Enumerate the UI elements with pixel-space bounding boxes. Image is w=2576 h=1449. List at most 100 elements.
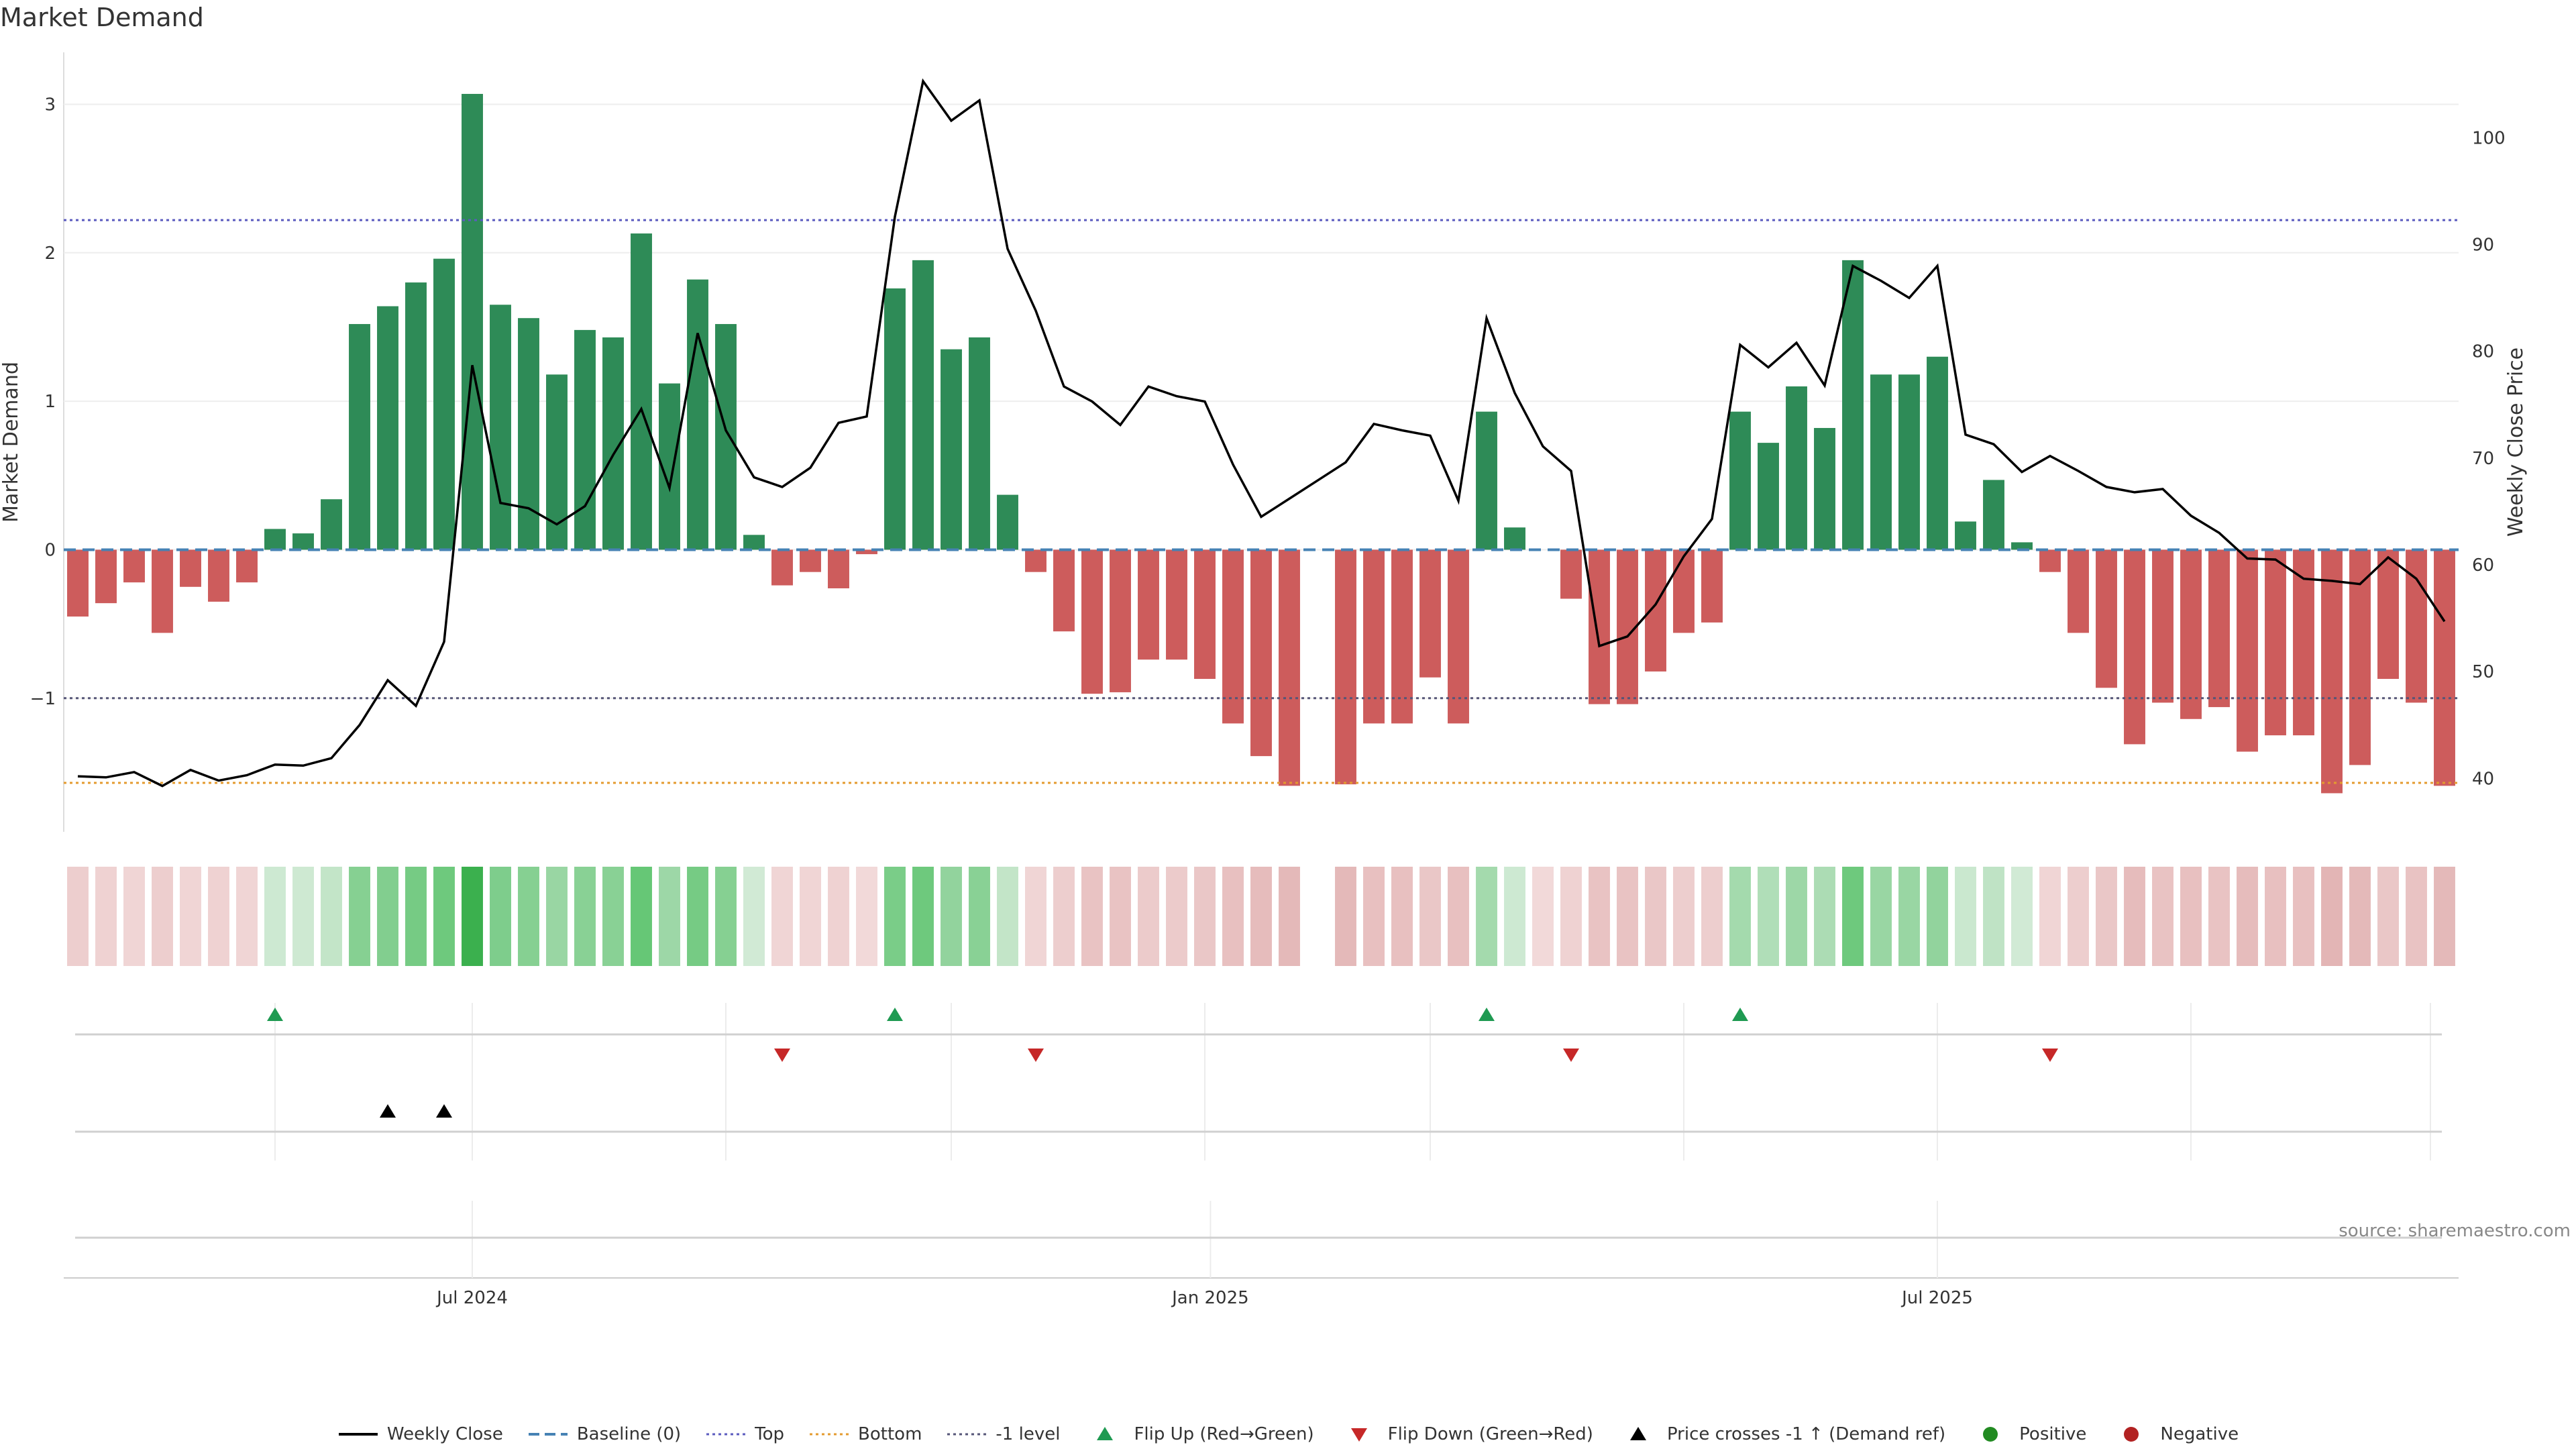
heat-cell: [2434, 867, 2455, 966]
heat-cell: [180, 867, 201, 966]
heat-cell: [912, 867, 934, 966]
heat-cell: [546, 867, 568, 966]
heat-cell: [1955, 867, 1976, 966]
heat-cell: [1335, 867, 1356, 966]
legend-label: Positive: [2019, 1424, 2087, 1444]
bar-positive: [631, 233, 652, 550]
heat-cell: [208, 867, 229, 966]
heat-cell: [2321, 867, 2343, 966]
bar-negative: [1673, 549, 1695, 633]
left-tick-label: 1: [44, 392, 56, 412]
bar-negative: [1166, 549, 1187, 660]
legend-label: Flip Up (Red→Green): [1134, 1424, 1314, 1444]
heat-cell: [2208, 867, 2230, 966]
heat-cell: [264, 867, 286, 966]
heat-cell: [687, 867, 708, 966]
heat-cell: [1589, 867, 1610, 966]
bar-positive: [997, 494, 1018, 550]
bar-positive: [349, 324, 370, 550]
bar-positive: [462, 93, 483, 550]
legend-label: Negative: [2160, 1424, 2239, 1444]
bar-positive: [377, 306, 398, 550]
heat-cell: [631, 867, 652, 966]
heat-cell: [2377, 867, 2399, 966]
heat-cell: [95, 867, 117, 966]
legend-label: Price crosses -1 ↑ (Demand ref): [1666, 1424, 1946, 1444]
price-cross-marker: [380, 1104, 396, 1118]
bar-positive: [941, 349, 962, 550]
heat-cell: [1110, 867, 1131, 966]
heat-cell: [828, 867, 849, 966]
heat-cell: [349, 867, 370, 966]
bar-negative: [856, 549, 877, 555]
bar-negative: [2096, 549, 2117, 688]
heat-cell: [997, 867, 1018, 966]
legend-swatch-weekly_close: [338, 1433, 378, 1436]
legend-label: Top: [755, 1424, 785, 1444]
heat-cell: [941, 867, 962, 966]
heat-cell: [1617, 867, 1638, 966]
flip-down-marker: [1563, 1049, 1579, 1062]
heat-cell: [1138, 867, 1159, 966]
legend-swatch-positive: [1983, 1427, 1998, 1442]
legend-item-top: Top: [705, 1424, 784, 1444]
price-cross-marker: [436, 1104, 452, 1118]
flip-down-marker: [1028, 1049, 1044, 1062]
heat-cell: [2237, 867, 2258, 966]
bar-negative: [1391, 549, 1413, 724]
heat-cell: [1842, 867, 1864, 966]
heat-cell: [1166, 867, 1187, 966]
bar-negative: [1279, 549, 1300, 786]
heat-cell: [969, 867, 990, 966]
heat-cell: [2265, 867, 2286, 966]
legend-swatch-bottom: [810, 1433, 849, 1436]
bar-positive: [321, 499, 342, 550]
bar-negative: [2434, 549, 2455, 786]
heat-cell: [1250, 867, 1272, 966]
bar-positive: [264, 529, 286, 550]
legend-item-bottom: Bottom: [808, 1424, 922, 1444]
bar-negative: [2068, 549, 2089, 633]
bar-negative: [1645, 549, 1666, 672]
bar-negative: [180, 549, 201, 587]
legend-item-minus_one: -1 level: [946, 1424, 1060, 1444]
right-tick-label: 60: [2472, 555, 2494, 576]
bar-negative: [2321, 549, 2343, 794]
legend-swatch-negative: [2124, 1427, 2139, 1442]
bar-negative: [236, 549, 258, 583]
heat-cell: [1504, 867, 1525, 966]
bar-negative: [1363, 549, 1385, 724]
bar-negative: [2124, 549, 2145, 745]
heat-cell: [2068, 867, 2089, 966]
bar-negative: [123, 549, 145, 583]
heat-cell: [1673, 867, 1695, 966]
legend-swatch-price_cross: [1629, 1427, 1646, 1440]
flip-down-marker: [774, 1049, 790, 1062]
heat-cell: [743, 867, 765, 966]
legend-swatch-minus_one: [947, 1433, 987, 1436]
bar-positive: [518, 318, 539, 550]
bar-negative: [1335, 549, 1356, 785]
heat-cell: [2039, 867, 2061, 966]
legend-swatch-flip_up: [1097, 1427, 1114, 1440]
bar-positive: [969, 337, 990, 550]
bar-negative: [2237, 549, 2258, 752]
heat-cell: [490, 867, 511, 966]
bar-negative: [2039, 549, 2061, 572]
heat-cell: [771, 867, 793, 966]
heat-cell: [1870, 867, 1892, 966]
left-tick-label: 2: [44, 244, 56, 264]
bar-negative: [1448, 549, 1469, 724]
heat-cell: [2011, 867, 2033, 966]
heat-cell: [1983, 867, 2004, 966]
x-tick-label: Jul 2024: [435, 1288, 508, 1308]
bar-positive: [1842, 260, 1864, 550]
bar-positive: [1927, 356, 1948, 550]
bar-positive: [1814, 427, 1835, 550]
heat-cell: [602, 867, 624, 966]
bar-negative: [1194, 549, 1216, 680]
right-axis-title: Weekly Close Price: [2504, 347, 2528, 537]
heat-cell: [1701, 867, 1723, 966]
flip-up-marker: [1732, 1008, 1748, 1021]
